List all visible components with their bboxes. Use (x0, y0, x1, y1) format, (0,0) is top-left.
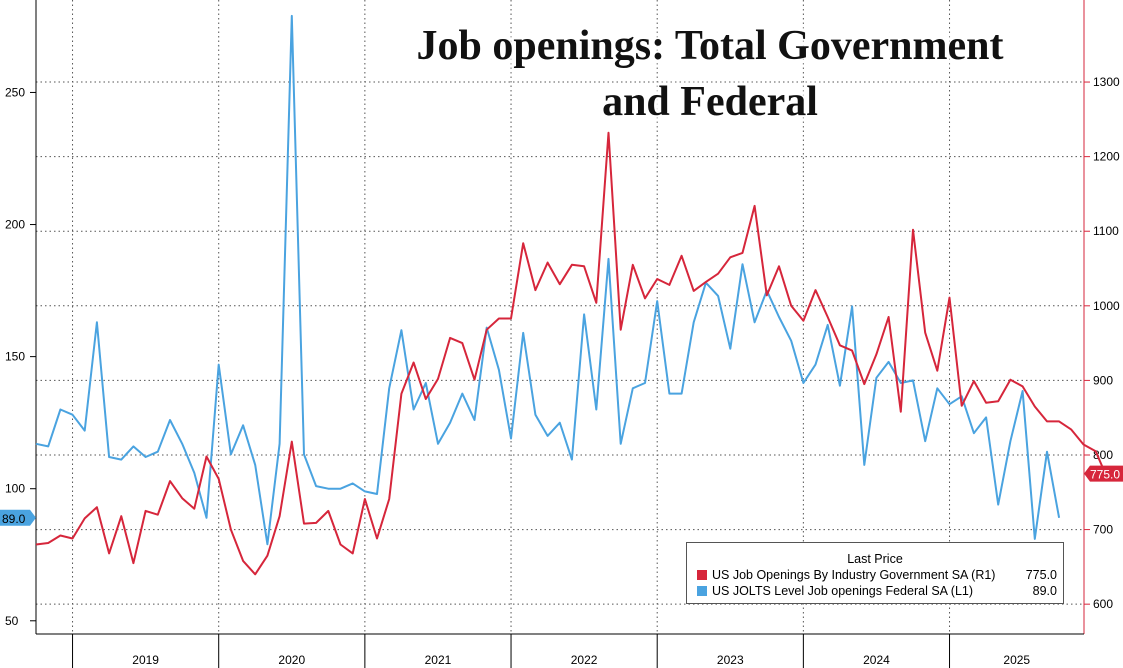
legend-header: Last Price (847, 552, 903, 566)
x-tick-label: 2022 (571, 653, 598, 667)
x-tick-label: 2020 (278, 653, 305, 667)
legend-item-government: US Job Openings By Industry Government S… (687, 568, 1063, 584)
last-value-tag-government-label: 775.0 (1090, 468, 1120, 482)
left-axis-band (0, 0, 36, 634)
x-tick-label: 2019 (132, 653, 159, 667)
chart-title-line-2: and Federal (602, 79, 818, 125)
y-right-tick-label: 700 (1093, 523, 1113, 537)
legend-label-federal: US JOLTS Level Job openings Federal SA (… (712, 584, 974, 598)
y-right-tick-label: 900 (1093, 373, 1113, 387)
y-right-tick-label: 1000 (1093, 299, 1120, 313)
last-value-tag-government (1084, 465, 1123, 482)
axis-ticks: 2019 2020 2021 2022 2023 2024 2025 50 100 150 200 2… (5, 75, 1120, 668)
y-left-tick-label: 200 (5, 218, 25, 232)
y-right-tick-label: 1200 (1093, 150, 1120, 164)
legend-value-federal: 89.0 (1032, 584, 1057, 598)
x-tick-label: 2025 (1003, 653, 1030, 667)
chart-title: Job openings: Total Government and Feder… (330, 18, 1090, 130)
series-line-federal (35, 14, 1061, 546)
legend-swatch-federal (697, 586, 707, 596)
last-value-tag-federal (0, 509, 36, 526)
legend-label-government: US Job Openings By Industry Government S… (712, 568, 996, 582)
series-layer (35, 14, 1123, 576)
series-line-government (35, 131, 1123, 576)
y-left-tick-label: 250 (5, 85, 25, 99)
x-tick-label: 2023 (717, 653, 744, 667)
x-axis-band (0, 634, 1123, 668)
last-value-tags: 775.0 89.0 (0, 465, 1123, 526)
right-axis-band (1084, 0, 1123, 634)
y-right-tick-label: 1300 (1093, 75, 1120, 89)
legend: Last Price US Job Openings By Industry G… (686, 542, 1064, 604)
legend-item-federal: US JOLTS Level Job openings Federal SA (… (687, 584, 1063, 600)
y-right-tick-label: 1100 (1093, 224, 1119, 238)
y-left-tick-label: 150 (5, 350, 25, 364)
y-left-tick-label: 50 (5, 614, 19, 628)
y-left-tick-label: 100 (5, 482, 25, 496)
x-tick-label: 2021 (425, 653, 452, 667)
chart-title-line-1: Job openings: Total Government (416, 23, 1004, 69)
y-right-tick-label: 800 (1093, 448, 1113, 462)
x-tick-label: 2024 (863, 653, 890, 667)
plot-background (36, 0, 1084, 634)
legend-swatch-government (697, 570, 707, 580)
y-right-tick-label: 600 (1093, 597, 1113, 611)
last-value-tag-federal-label: 89.0 (2, 512, 26, 526)
legend-value-government: 775.0 (1025, 568, 1057, 582)
